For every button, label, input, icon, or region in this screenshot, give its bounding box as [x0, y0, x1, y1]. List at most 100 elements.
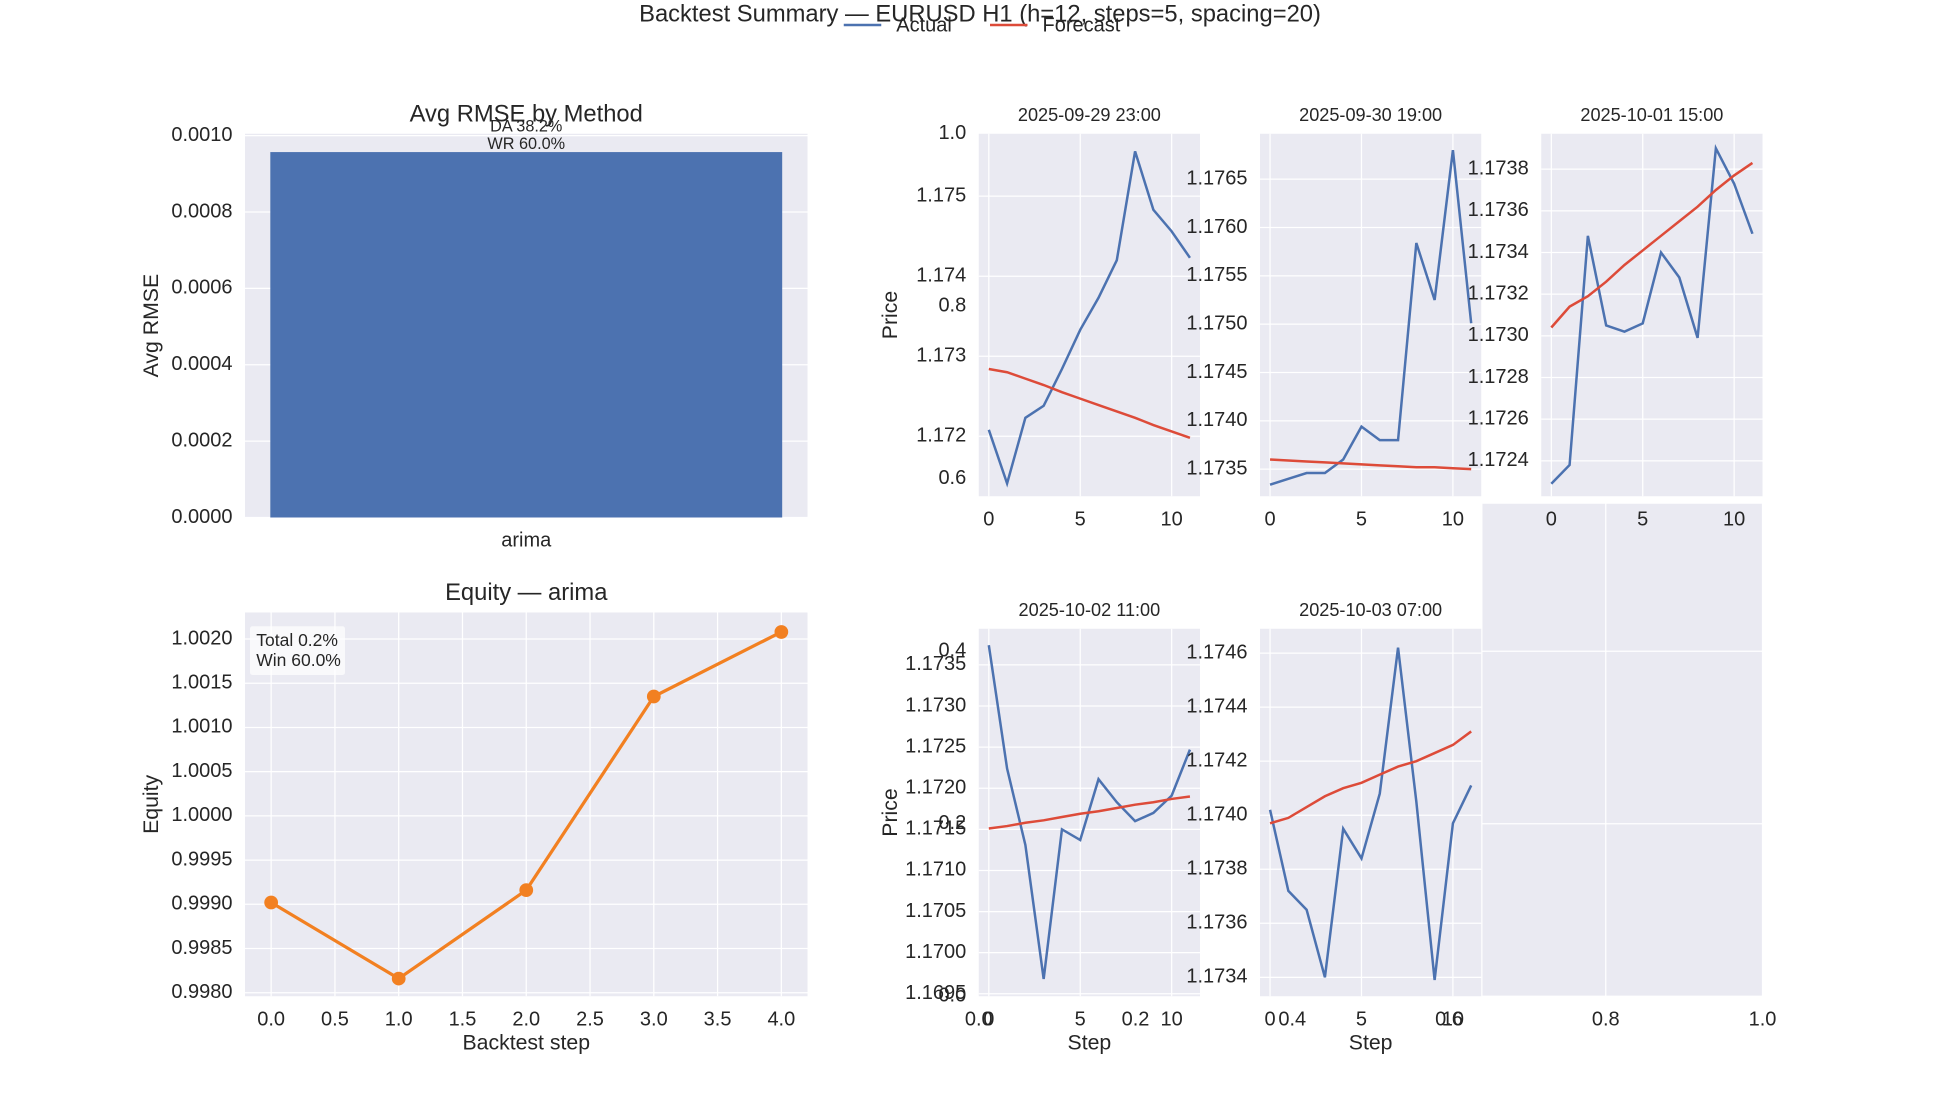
point-marker [646, 689, 661, 704]
axes-title: 2025-10-02 11:00 [1019, 600, 1161, 620]
x-tick-label: 5 [1356, 508, 1367, 530]
x-tick-label: 5 [1075, 1008, 1086, 1030]
y-tick-label: 1.0015 [171, 672, 232, 694]
y-tick-label: 1.1738 [1186, 858, 1247, 880]
axes-title: 2025-09-30 19:00 [1299, 105, 1442, 125]
x-tick-label: 0.8 [1592, 1008, 1620, 1030]
y-tick-label: 0.9985 [171, 937, 232, 959]
axes-title: Equity — arima [445, 579, 608, 606]
plot-background [1260, 628, 1482, 997]
y-tick-label: 1.0 [938, 122, 966, 144]
legend-label: Forecast [1043, 15, 1121, 37]
y-tick-label: 0.8 [938, 295, 966, 317]
y-tick-label: 0.4 [938, 640, 966, 662]
y-tick-label: 1.1738 [1468, 157, 1529, 179]
series-line [1269, 458, 1472, 471]
annotation: Total 0.2% [256, 630, 338, 650]
x-tick-label: 4.0 [767, 1008, 795, 1030]
plot-background [1541, 133, 1763, 497]
x-tick-label: 0 [983, 1008, 994, 1030]
x-tick-label: 5 [1075, 508, 1086, 530]
series-line [1268, 647, 1473, 981]
bar [270, 152, 783, 518]
y-tick-label: 1.1746 [1186, 641, 1247, 663]
y-tick-label: 0.9995 [171, 848, 232, 870]
y-tick-label: 0.0006 [171, 277, 232, 299]
y-tick-label: 1.1730 [1468, 324, 1529, 346]
y-tick-label: 1.1705 [905, 900, 966, 922]
x-tick-label: 0 [983, 508, 994, 530]
y-tick-label: 1.1720 [905, 777, 966, 799]
empty-panel [1482, 503, 1763, 997]
y-tick-label: 1.1700 [905, 941, 966, 963]
y-tick-label: 1.1728 [1468, 366, 1529, 388]
series-line [1550, 143, 1754, 485]
series-line [1269, 150, 1473, 486]
x-tick-label: 0.6 [1435, 1008, 1463, 1030]
y-tick-label: 1.1730 [905, 694, 966, 716]
bar-annotation: DA 38.2% [490, 117, 562, 135]
y-tick-label: 1.1724 [1468, 449, 1529, 471]
x-tick-label: 0.0 [257, 1008, 285, 1030]
annotation-box [250, 626, 345, 675]
x-axis-label: Step [1349, 1030, 1393, 1054]
x-tick-label: 0 [1264, 508, 1275, 530]
y-tick-label: 1.0010 [171, 716, 232, 738]
point-marker [519, 883, 534, 898]
x-tick-label: 2.0 [512, 1008, 540, 1030]
y-tick-label: 1.1726 [1468, 407, 1529, 429]
axes-title: Avg RMSE by Method [410, 100, 643, 127]
y-tick-label: 1.1736 [1468, 199, 1529, 221]
x-tick-label: 0.4 [1278, 1008, 1306, 1030]
series-line [1269, 730, 1472, 825]
y-tick-label: 0.0004 [171, 353, 232, 375]
legend-label: Actual [896, 15, 952, 37]
x-tick-label: arima [501, 530, 552, 552]
y-tick-label: 1.174 [916, 264, 966, 286]
annotation: Win 60.0% [256, 650, 341, 670]
axes-title: 2025-10-01 15:00 [1580, 105, 1723, 125]
y-tick-label: 1.0000 [171, 804, 232, 826]
y-tick-label: 1.1750 [1186, 312, 1247, 334]
y-tick-label: 1.1715 [905, 818, 966, 840]
x-tick-label: 5 [1637, 508, 1648, 530]
axes-title: 2025-10-03 07:00 [1299, 600, 1442, 620]
y-tick-label: 1.1725 [905, 735, 966, 757]
x-tick-label: 1.5 [449, 1008, 477, 1030]
x-tick-label: 10 [1723, 508, 1745, 530]
x-tick-label: 10 [1161, 508, 1183, 530]
plot-background [1260, 133, 1482, 497]
y-tick-label: 1.0020 [171, 627, 232, 649]
x-tick-label: 2.5 [576, 1008, 604, 1030]
y-tick-label: 0.0002 [171, 429, 232, 451]
y-tick-label: 0.0008 [171, 200, 232, 222]
y-axis-label: Price [878, 291, 902, 339]
y-tick-label: 1.1740 [1186, 803, 1247, 825]
series-line [987, 150, 1191, 488]
bar-annotation: WR 60.0% [487, 135, 565, 153]
y-tick-label: 0.0000 [171, 506, 232, 528]
series-line [988, 795, 1191, 830]
y-tick-label: 1.1745 [1186, 361, 1247, 383]
y-tick-label: 1.1710 [905, 859, 966, 881]
y-tick-label: 0.0010 [171, 124, 232, 146]
x-tick-label: 0.2 [1122, 1008, 1150, 1030]
y-tick-label: 1.1742 [1186, 749, 1247, 771]
x-tick-label: 0 [1264, 1008, 1275, 1030]
y-tick-label: 1.1755 [1186, 264, 1247, 286]
x-tick-label: 5 [1356, 1008, 1367, 1030]
y-tick-label: 1.1740 [1186, 409, 1247, 431]
y-tick-label: 0.9980 [171, 981, 232, 1003]
series-line [988, 367, 1191, 440]
x-tick-label: 0 [1546, 508, 1557, 530]
y-tick-label: 0.9990 [171, 893, 232, 915]
y-axis-label: Avg RMSE [139, 274, 163, 378]
y-tick-label: 0.0 [938, 985, 966, 1007]
y-tick-label: 1.1734 [1186, 966, 1247, 988]
x-tick-label: 10 [1442, 1008, 1464, 1030]
series-line [1550, 161, 1754, 329]
x-axis-label: Step [1068, 1030, 1112, 1054]
y-axis-label: Equity [139, 774, 163, 833]
y-tick-label: 1.1735 [905, 653, 966, 675]
y-tick-label: 0.6 [938, 467, 966, 489]
